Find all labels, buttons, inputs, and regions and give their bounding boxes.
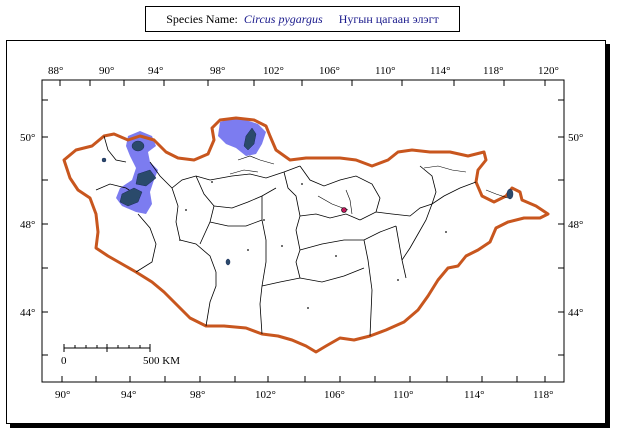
species-label: Species Name: [166, 11, 238, 26]
lon-top-label: 98° [210, 65, 225, 77]
lake-khar [119, 187, 143, 207]
lat-right-label: 48° [568, 219, 583, 231]
frame-shadow-right [606, 44, 610, 428]
lon-bottom-label: 98° [190, 389, 205, 401]
latin-name: Circus pygargus [243, 11, 323, 26]
lon-bottom-label: 118° [533, 389, 554, 401]
lon-top-label: 120° [538, 65, 559, 77]
lat-right-label: 50° [568, 132, 583, 144]
lat-left-label: 44° [20, 307, 35, 319]
capital-marker [341, 207, 347, 213]
lon-top-label: 114° [430, 65, 451, 77]
lon-top-label: 106° [319, 65, 340, 77]
lake-small [101, 157, 107, 163]
bottom-ticks [61, 376, 546, 382]
species-title-box: Species Name: Circus pygargus Нугын цага… [145, 6, 460, 32]
lon-bottom-label: 110° [393, 389, 414, 401]
top-longitude-labels: 88° 90° 94° 98° 102° 106° 110° 114° 118°… [48, 65, 559, 77]
lakes [101, 127, 514, 266]
frame-shadow-bottom [10, 424, 610, 428]
scale-end-label: 500 KM [143, 355, 180, 367]
bottom-longitude-labels: 90° 94° 98° 102° 106° 110° 114° 118° [55, 389, 554, 401]
lon-top-label: 88° [48, 65, 63, 77]
map-inner-box [41, 79, 565, 383]
lon-bottom-label: 102° [255, 389, 276, 401]
lake-khuvsgul [243, 127, 257, 151]
lon-top-label: 118° [483, 65, 504, 77]
lake-small [225, 258, 231, 266]
lon-bottom-label: 106° [324, 389, 345, 401]
side-ticks [42, 99, 564, 356]
top-ticks [59, 80, 546, 86]
local-name: Нугын цагаан элэгт [338, 11, 439, 26]
scale-bar [63, 344, 151, 352]
range-area-north [218, 118, 266, 156]
map-frame [6, 40, 606, 424]
latitude-labels: 50° 48° 44° 50° 48° 44° [20, 132, 583, 319]
province-boundaries [95, 135, 477, 337]
lat-right-label: 44° [568, 307, 583, 319]
lat-left-label: 50° [20, 132, 35, 144]
lake-uvs [131, 140, 145, 152]
lon-bottom-label: 114° [464, 389, 485, 401]
lon-top-label: 94° [148, 65, 163, 77]
scale-start-label: 0 [61, 355, 67, 367]
lon-top-label: 110° [375, 65, 396, 77]
town-dots [179, 181, 447, 309]
lake-khar-us [135, 169, 157, 187]
country-border [62, 116, 550, 354]
lon-bottom-label: 94° [121, 389, 136, 401]
lon-bottom-label: 90° [55, 389, 70, 401]
rivers [229, 155, 509, 215]
lat-left-label: 48° [20, 219, 35, 231]
lake-buir [506, 188, 514, 200]
lon-top-label: 90° [99, 65, 114, 77]
lon-top-label: 102° [263, 65, 284, 77]
